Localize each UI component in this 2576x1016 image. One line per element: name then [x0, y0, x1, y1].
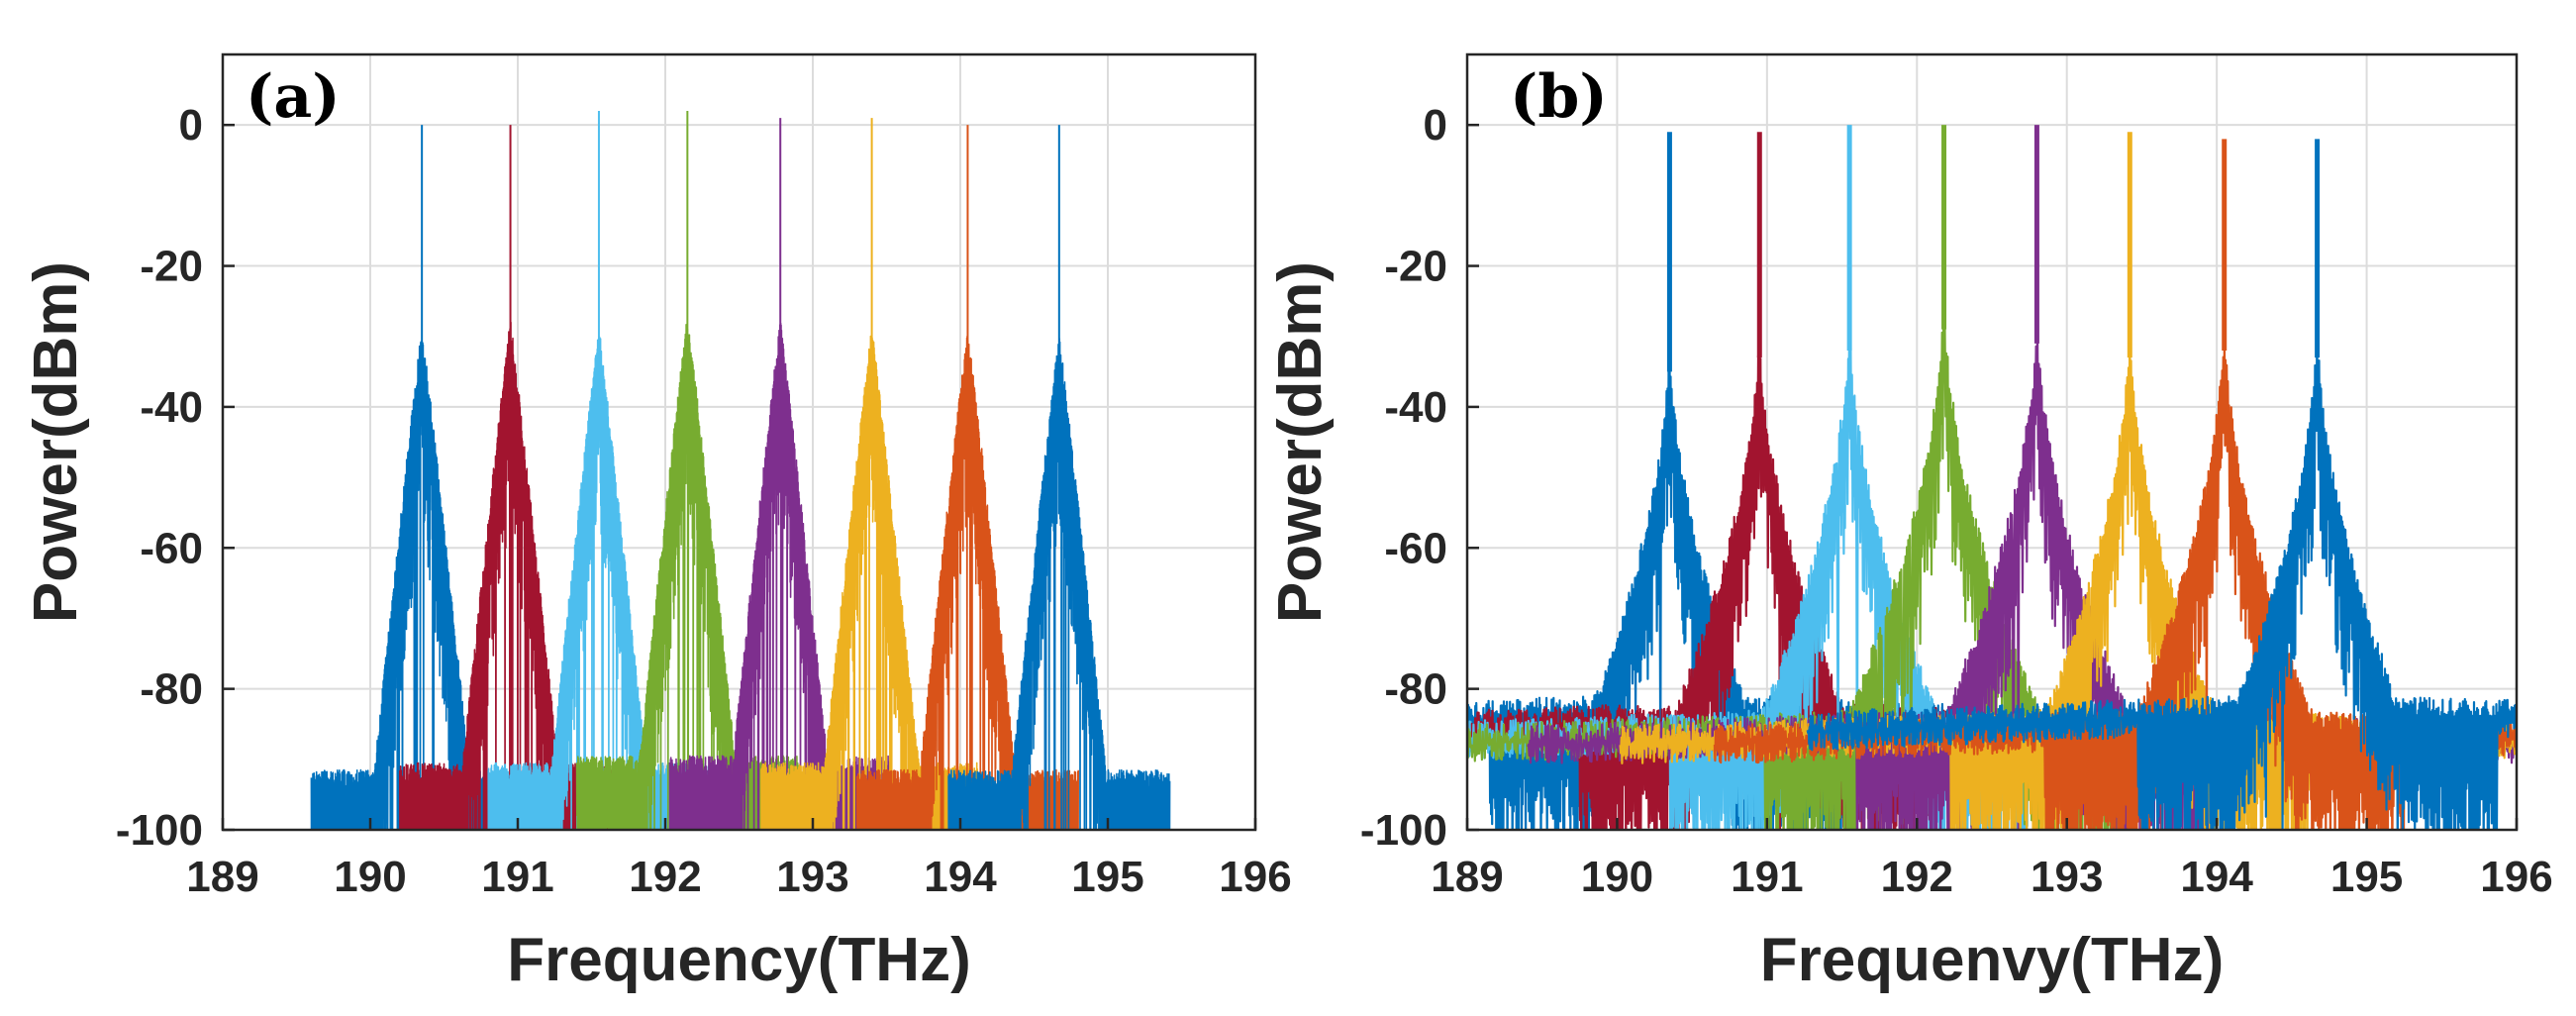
y-tick-label: -80 [1384, 665, 1447, 714]
x-tick-label: 193 [776, 853, 848, 901]
y-tick-label: -40 [1384, 383, 1447, 432]
y-tick-label: 0 [1424, 101, 1447, 150]
x-tick-label: 195 [1071, 853, 1143, 901]
y-tick-label: -20 [140, 243, 203, 291]
x-tick-label: 190 [334, 853, 406, 901]
x-tick-label: 194 [924, 853, 997, 901]
panel-a: 189 190 191 192 193 194 195 196 0 -20 -40 -60 -80 -10… [22, 52, 1292, 994]
panel-label-b: (b) [1510, 62, 1608, 132]
x-axis-label-b: Frequenvy(THz) [1760, 926, 2224, 994]
y-tick-label: -100 [1360, 806, 1447, 855]
x-tick-label: 195 [2330, 853, 2403, 901]
x-tick-label: 189 [1431, 853, 1503, 901]
x-tick-label: 189 [186, 853, 258, 901]
x-axis-label-a: Frequency(THz) [507, 926, 970, 994]
x-tick-label: 193 [2031, 853, 2103, 901]
x-tick-label: 192 [629, 853, 701, 901]
y-tick-label: -60 [1384, 524, 1447, 572]
plot-frame-a [221, 52, 1257, 832]
y-tick-label: -80 [140, 665, 203, 714]
y-axis-label-b: Power(dBm) [1266, 261, 1335, 623]
plot-frame-b [1465, 52, 2519, 832]
y-tick-label: -100 [116, 806, 203, 855]
x-tick-label: 196 [1219, 853, 1291, 901]
x-tick-label: 194 [2180, 853, 2253, 901]
x-tick-label: 191 [481, 853, 553, 901]
y-axis-label-a: Power(dBm) [22, 261, 90, 623]
spectrum-trace-ch8 [1806, 324, 2517, 830]
y-tick-label: -40 [140, 383, 203, 432]
x-tick-label: 190 [1581, 853, 1653, 901]
panel-b: 189 190 191 192 193 194 195 196 0 -20 -40 -60 -80 -10… [1266, 52, 2553, 994]
y-tick-label: -20 [1384, 243, 1447, 291]
y-tick-label: 0 [179, 101, 203, 150]
x-tick-label: 192 [1881, 853, 1953, 901]
panel-label-a: (a) [246, 62, 341, 132]
x-tick-label: 191 [1731, 853, 1803, 901]
x-tick-label: 196 [2480, 853, 2552, 901]
y-tick-label: -60 [140, 524, 203, 572]
